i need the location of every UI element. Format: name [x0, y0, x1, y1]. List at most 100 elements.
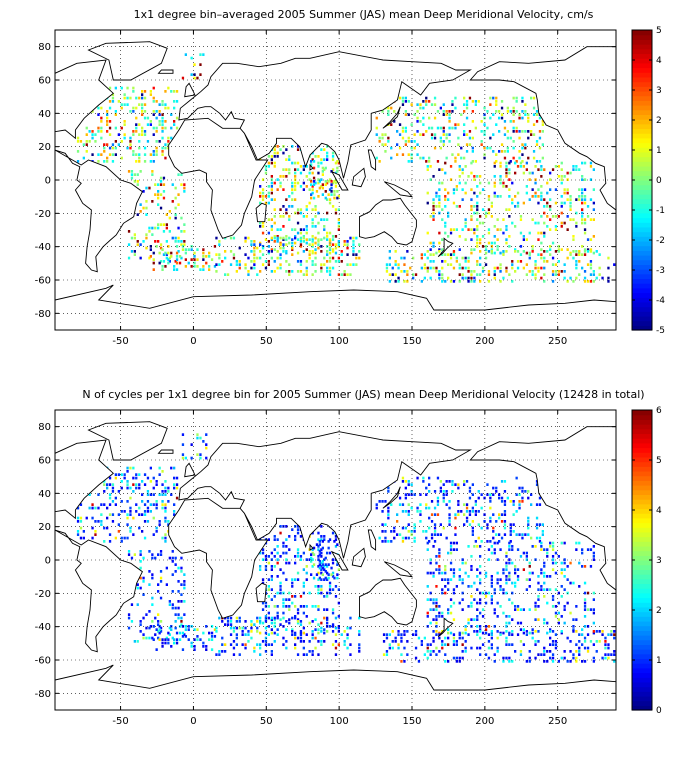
- bin-cell: [253, 263, 256, 266]
- bin-cell: [479, 263, 482, 266]
- bin-cell: [452, 250, 456, 253]
- bin-cell: [321, 186, 324, 190]
- bin-cell: [318, 540, 321, 543]
- bin-cell: [393, 530, 396, 533]
- bin-cell: [527, 490, 530, 493]
- bin-cell: [250, 623, 253, 626]
- bin-cell: [557, 601, 560, 605]
- bin-cell: [569, 650, 572, 653]
- bin-cell: [554, 228, 558, 231]
- bin-cell: [467, 256, 470, 260]
- bin-cell: [331, 168, 335, 171]
- bin-cell: [133, 553, 136, 556]
- bin-cell: [174, 556, 177, 560]
- bin-cell: [288, 171, 291, 175]
- bin-cell: [352, 263, 355, 266]
- bin-cell: [479, 238, 482, 241]
- bin-cell: [388, 643, 391, 646]
- bin-cell: [183, 586, 186, 590]
- bin-cell: [94, 133, 97, 136]
- bin-cell: [299, 270, 303, 273]
- bin-cell: [505, 185, 508, 188]
- bin-cell: [566, 191, 569, 195]
- bin-cell: [314, 646, 317, 650]
- bin-cell: [302, 215, 305, 218]
- bin-cell: [514, 608, 517, 611]
- bin-cell: [180, 183, 183, 186]
- bin-cell: [308, 256, 311, 260]
- bin-cell: [489, 506, 492, 510]
- bin-cell: [543, 618, 546, 621]
- bin-cell: [426, 650, 429, 653]
- bin-cell: [525, 588, 528, 591]
- bin-cell: [516, 548, 520, 551]
- bin-cell: [334, 595, 338, 598]
- bin-cell: [305, 208, 308, 211]
- bin-cell: [613, 650, 616, 653]
- bin-cell: [259, 646, 262, 650]
- bin-cell: [583, 276, 587, 280]
- bin-cell: [205, 648, 208, 651]
- bin-cell: [479, 630, 482, 633]
- bin-cell: [164, 641, 167, 645]
- bin-cell: [473, 248, 476, 251]
- bin-cell: [502, 185, 505, 188]
- bin-cell: [317, 628, 320, 631]
- bin-cell: [468, 130, 472, 133]
- bin-cell: [127, 616, 131, 620]
- x-tick-label: 150: [402, 716, 421, 727]
- bin-cell: [138, 146, 141, 150]
- bin-cell: [487, 231, 491, 235]
- bin-cell: [502, 250, 505, 253]
- bin-cell: [500, 150, 504, 153]
- bin-cell: [425, 536, 428, 540]
- bin-cell: [253, 646, 256, 650]
- bin-cell: [487, 625, 491, 628]
- bin-cell: [457, 143, 460, 146]
- bin-cell: [487, 228, 491, 231]
- bin-cell: [583, 231, 587, 235]
- bin-cell: [438, 548, 441, 551]
- bin-cell: [503, 500, 507, 503]
- bin-cell: [141, 90, 144, 93]
- bin-cell: [296, 211, 300, 215]
- bin-cell: [259, 225, 262, 228]
- bin-cell: [460, 113, 463, 116]
- bin-cell: [326, 630, 329, 633]
- bin-cell: [336, 543, 339, 546]
- bin-cell: [455, 541, 458, 545]
- bin-cell: [155, 150, 158, 153]
- bin-cell: [413, 493, 416, 496]
- bin-cell: [276, 240, 279, 243]
- bin-cell: [487, 270, 491, 273]
- bin-cell: [508, 168, 511, 171]
- bin-cell: [108, 133, 112, 136]
- bin-cell: [126, 86, 129, 90]
- bin-cell: [384, 500, 387, 503]
- bin-cell: [429, 253, 432, 256]
- bin-cell: [294, 188, 297, 191]
- bin-cell: [436, 513, 440, 516]
- y-tick-label: 80: [38, 42, 51, 53]
- bin-cell: [394, 260, 397, 263]
- bin-cell: [323, 616, 326, 620]
- bin-cell: [139, 586, 142, 590]
- bin-cell: [165, 566, 168, 570]
- bin-cell: [308, 250, 311, 253]
- bin-cell: [157, 583, 160, 586]
- bin-cell: [174, 563, 177, 566]
- bin-cell: [551, 605, 555, 608]
- bin-cell: [97, 130, 100, 133]
- bin-cell: [175, 268, 179, 271]
- bin-cell: [210, 648, 214, 651]
- bin-cell: [129, 510, 132, 513]
- bin-cell: [208, 251, 211, 255]
- bin-cell: [161, 153, 164, 156]
- bin-cell: [483, 113, 486, 116]
- bin-cell: [537, 640, 540, 643]
- bin-cell: [130, 620, 134, 623]
- bin-cell: [457, 136, 460, 140]
- bin-cell: [457, 500, 460, 503]
- bin-cell: [132, 516, 135, 520]
- bin-cell: [397, 643, 400, 646]
